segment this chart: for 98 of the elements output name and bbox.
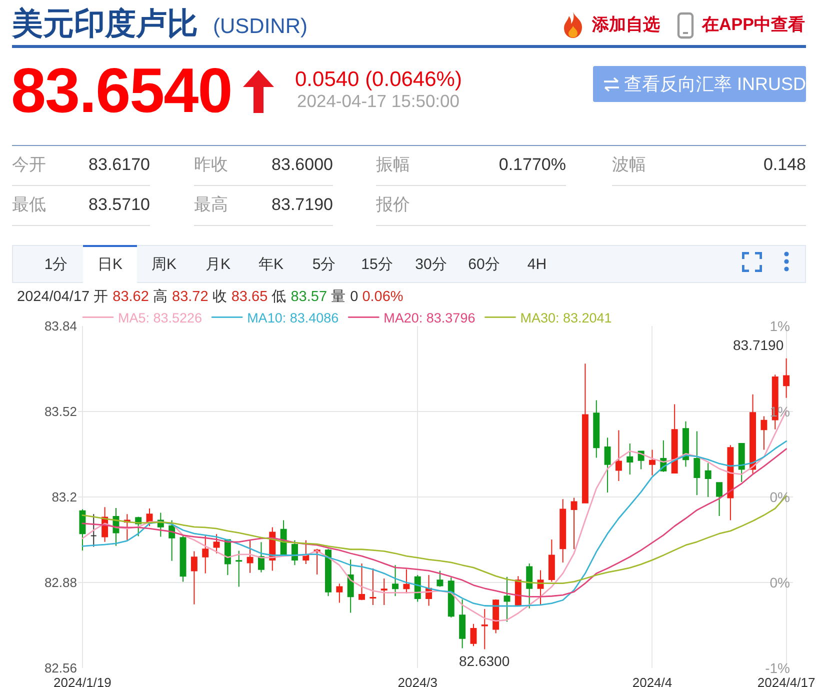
y-tick-label: 83.2 xyxy=(52,490,77,505)
candlestick xyxy=(213,534,220,554)
candlestick xyxy=(492,598,500,634)
text: 今开 xyxy=(12,155,46,174)
candlestick xyxy=(615,430,622,482)
candlestick xyxy=(694,430,700,496)
candlestick xyxy=(358,563,365,601)
candlestick xyxy=(392,564,399,597)
candlestick xyxy=(582,363,588,504)
text: 83.7190 xyxy=(272,195,333,214)
candlestick xyxy=(526,563,533,609)
y2-tick-label: 1% xyxy=(770,318,790,334)
y-tick-label: 83.52 xyxy=(44,404,77,420)
candlestick xyxy=(738,443,745,483)
candlestick xyxy=(79,508,86,551)
y2-tick-label: 0% xyxy=(770,488,790,505)
candlestick xyxy=(246,539,254,574)
text: 83.6170 xyxy=(88,155,150,174)
text: 83.5710 xyxy=(88,195,150,214)
candlestick xyxy=(560,498,566,563)
candlestick xyxy=(180,534,186,582)
candlestick xyxy=(649,449,656,476)
legend-label: MA20: 83.3796 xyxy=(384,310,476,326)
text: 波幅 xyxy=(612,155,646,174)
x-tick-label: 2024/4/17 xyxy=(757,675,816,687)
candlestick xyxy=(604,437,611,493)
candlestick xyxy=(671,404,678,474)
candlestick xyxy=(436,570,444,588)
candlestick xyxy=(760,416,768,450)
candlestick xyxy=(370,568,376,606)
text: 昨收 xyxy=(194,155,228,174)
candlestick xyxy=(593,400,600,458)
candlestick xyxy=(459,598,466,649)
text: 月K xyxy=(205,256,231,273)
text: 2024/04/17 开 83.62 高 83.72 收 83.65 低 83.57 量 0 0.06% xyxy=(17,289,404,305)
text: 最低 xyxy=(12,195,46,214)
text: 周K xyxy=(151,256,177,273)
candlestick xyxy=(750,394,756,474)
candlestick xyxy=(626,443,634,476)
text: 添加自选 xyxy=(592,15,660,34)
text: 在APP中查看 xyxy=(702,15,805,34)
candlestick xyxy=(481,608,488,650)
text: 报价 xyxy=(376,195,410,214)
candlestick xyxy=(704,462,712,498)
y-tick-label: 83.84 xyxy=(44,318,77,334)
text: 日K xyxy=(97,256,123,273)
candlestick xyxy=(347,559,354,614)
candlestick xyxy=(727,444,734,521)
candlestick xyxy=(90,514,97,548)
annotation: 82.6300 xyxy=(459,653,510,669)
candlestick xyxy=(504,576,510,622)
annotation: 83.7190 xyxy=(733,337,784,353)
y2-tick-label: -1% xyxy=(765,660,790,676)
text: 1分 xyxy=(44,256,68,273)
candlestick xyxy=(470,623,477,647)
candlestick xyxy=(336,583,343,604)
candlestick xyxy=(168,520,176,562)
text: 振幅 xyxy=(376,155,410,174)
chart-title: 美元印度卢比 xyxy=(12,6,198,41)
text: 0.148 xyxy=(763,155,806,174)
y2-tick-label: 0% xyxy=(770,574,790,590)
x-tick-label: 2024/1/19 xyxy=(54,675,112,687)
candlestick xyxy=(236,550,242,588)
text: 最高 xyxy=(194,195,228,214)
candlestick xyxy=(258,542,264,573)
candlestick xyxy=(403,568,410,594)
candlestick xyxy=(570,497,578,550)
text: 4H xyxy=(527,256,547,273)
candlestick xyxy=(682,420,689,468)
candlestick xyxy=(202,535,209,574)
swap-rate-button: 查看反向汇率 INRUSD xyxy=(593,66,806,102)
legend-label: MA5: 83.5226 xyxy=(118,310,202,326)
candlestick xyxy=(190,550,198,605)
candlestick xyxy=(783,358,790,398)
candlestick xyxy=(292,540,298,566)
legend-label: MA10: 83.4086 xyxy=(247,310,339,326)
text: 83.6540 xyxy=(11,56,232,126)
candlestick xyxy=(325,548,332,597)
chart-subtitle: (USDINR) xyxy=(213,15,308,38)
candlestick xyxy=(448,576,454,618)
text: 5分 xyxy=(312,256,336,273)
legend-label: MA30: 83.2041 xyxy=(520,310,612,326)
text: 2024-04-17 15:50:00 xyxy=(297,91,460,111)
candlestick xyxy=(380,578,388,606)
candlestick xyxy=(302,540,310,565)
y-tick-label: 82.56 xyxy=(44,660,77,676)
text: 年K xyxy=(258,256,284,273)
text: 0.1770% xyxy=(498,155,566,174)
candlestick xyxy=(548,538,555,582)
x-tick-label: 2024/4 xyxy=(632,675,672,687)
x-tick-label: 2024/3 xyxy=(398,675,438,687)
text: 30分 xyxy=(415,256,447,273)
text: 60分 xyxy=(468,256,500,273)
text: 15分 xyxy=(361,256,393,273)
candlestick xyxy=(716,482,722,516)
text: 0.0540 (0.0646%) xyxy=(295,68,462,91)
y-tick-label: 82.88 xyxy=(44,575,77,590)
text: 83.6000 xyxy=(272,155,333,174)
